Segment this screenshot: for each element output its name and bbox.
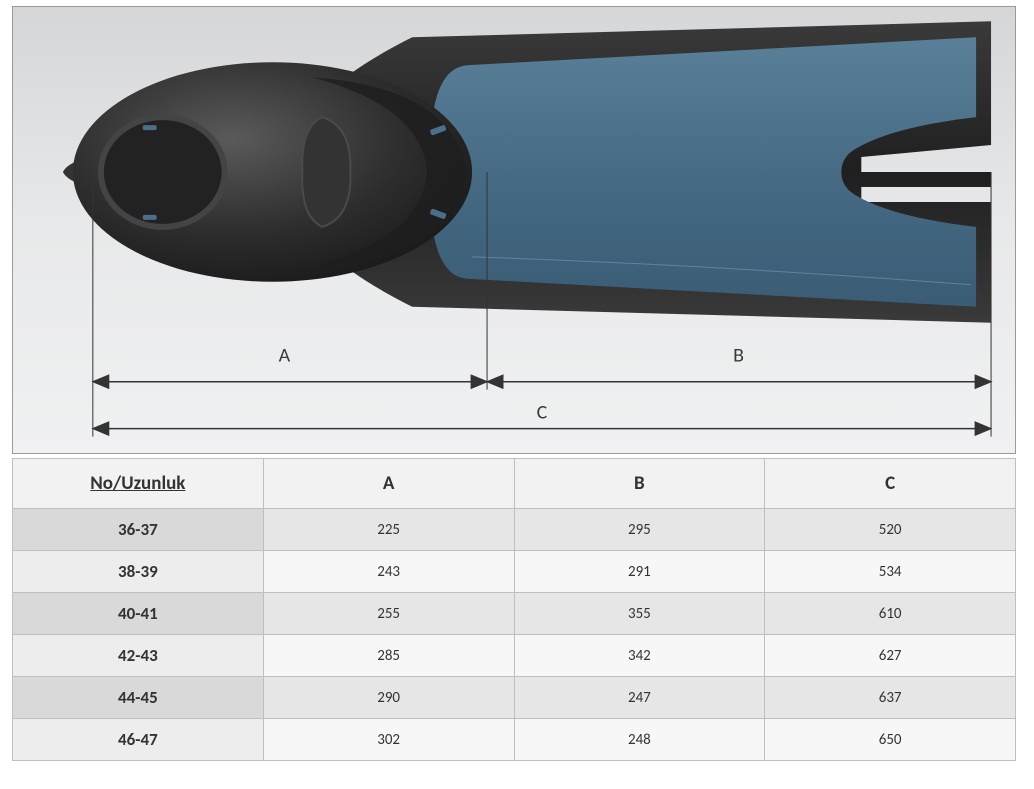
dim-label-a: A <box>279 344 291 368</box>
col-header-b: B <box>514 459 765 509</box>
table-row: 40-41255355610 <box>13 593 1016 635</box>
cell-value: 302 <box>263 719 514 761</box>
cell-value: 355 <box>514 593 765 635</box>
col-header-c: C <box>765 459 1016 509</box>
cell-value: 248 <box>514 719 765 761</box>
cell-size: 40-41 <box>13 593 264 635</box>
cell-value: 534 <box>765 551 1016 593</box>
col-header-a: A <box>263 459 514 509</box>
cell-value: 610 <box>765 593 1016 635</box>
cell-value: 650 <box>765 719 1016 761</box>
cell-value: 243 <box>263 551 514 593</box>
cell-size: 36-37 <box>13 509 264 551</box>
size-table: No/Uzunluk A B C 36-3722529552038-392432… <box>12 458 1016 761</box>
cell-size: 42-43 <box>13 635 264 677</box>
cell-value: 225 <box>263 509 514 551</box>
col-header-size: No/Uzunluk <box>13 459 264 509</box>
cell-size: 38-39 <box>13 551 264 593</box>
cell-value: 295 <box>514 509 765 551</box>
table-row: 44-45290247637 <box>13 677 1016 719</box>
table-row: 46-47302248650 <box>13 719 1016 761</box>
cell-value: 247 <box>514 677 765 719</box>
cell-value: 285 <box>263 635 514 677</box>
table-row: 36-37225295520 <box>13 509 1016 551</box>
table-row: 42-43285342627 <box>13 635 1016 677</box>
cell-value: 291 <box>514 551 765 593</box>
cell-value: 520 <box>765 509 1016 551</box>
dim-label-b: B <box>733 344 744 368</box>
cell-value: 342 <box>514 635 765 677</box>
table-header-row: No/Uzunluk A B C <box>13 459 1016 509</box>
diagram-panel: A B C <box>12 6 1016 454</box>
cell-value: 627 <box>765 635 1016 677</box>
table-row: 38-39243291534 <box>13 551 1016 593</box>
cell-value: 290 <box>263 677 514 719</box>
cell-size: 46-47 <box>13 719 264 761</box>
fin-illustration <box>13 17 1015 327</box>
size-table-wrapper: No/Uzunluk A B C 36-3722529552038-392432… <box>12 458 1016 761</box>
cell-size: 44-45 <box>13 677 264 719</box>
cell-value: 255 <box>263 593 514 635</box>
cell-value: 637 <box>765 677 1016 719</box>
dim-label-c: C <box>537 401 548 425</box>
